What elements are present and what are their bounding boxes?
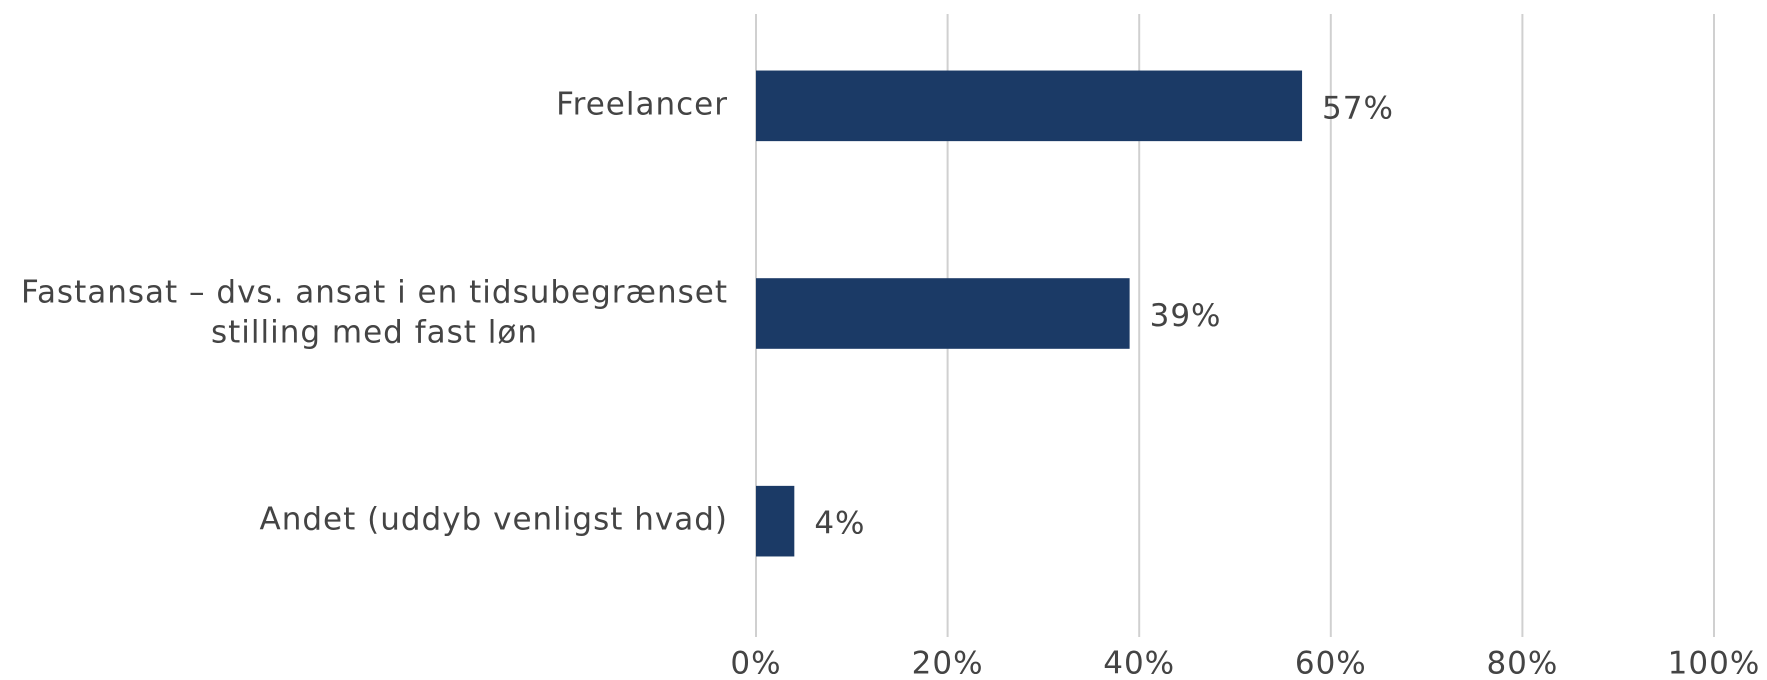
data-label: 57% bbox=[1322, 90, 1394, 126]
bar bbox=[756, 485, 795, 557]
x-tick-label: 20% bbox=[912, 646, 984, 680]
bar bbox=[756, 278, 1130, 349]
data-label: 39% bbox=[1150, 298, 1222, 334]
y-tick-label: Andet (uddyb venligst hvad) bbox=[260, 502, 728, 538]
x-tick-label: 0% bbox=[730, 646, 781, 680]
data-label: 4% bbox=[814, 506, 865, 542]
x-tick-label: 80% bbox=[1486, 646, 1558, 680]
bar bbox=[756, 70, 1303, 142]
x-tick-label: 100% bbox=[1668, 646, 1761, 680]
y-tick-label: Fastansat – dvs. ansat i en tidsubegræns… bbox=[21, 274, 728, 350]
x-tick-label: 40% bbox=[1103, 646, 1175, 680]
y-tick-label: Freelancer bbox=[556, 86, 728, 122]
x-tick-label: 60% bbox=[1295, 646, 1367, 680]
